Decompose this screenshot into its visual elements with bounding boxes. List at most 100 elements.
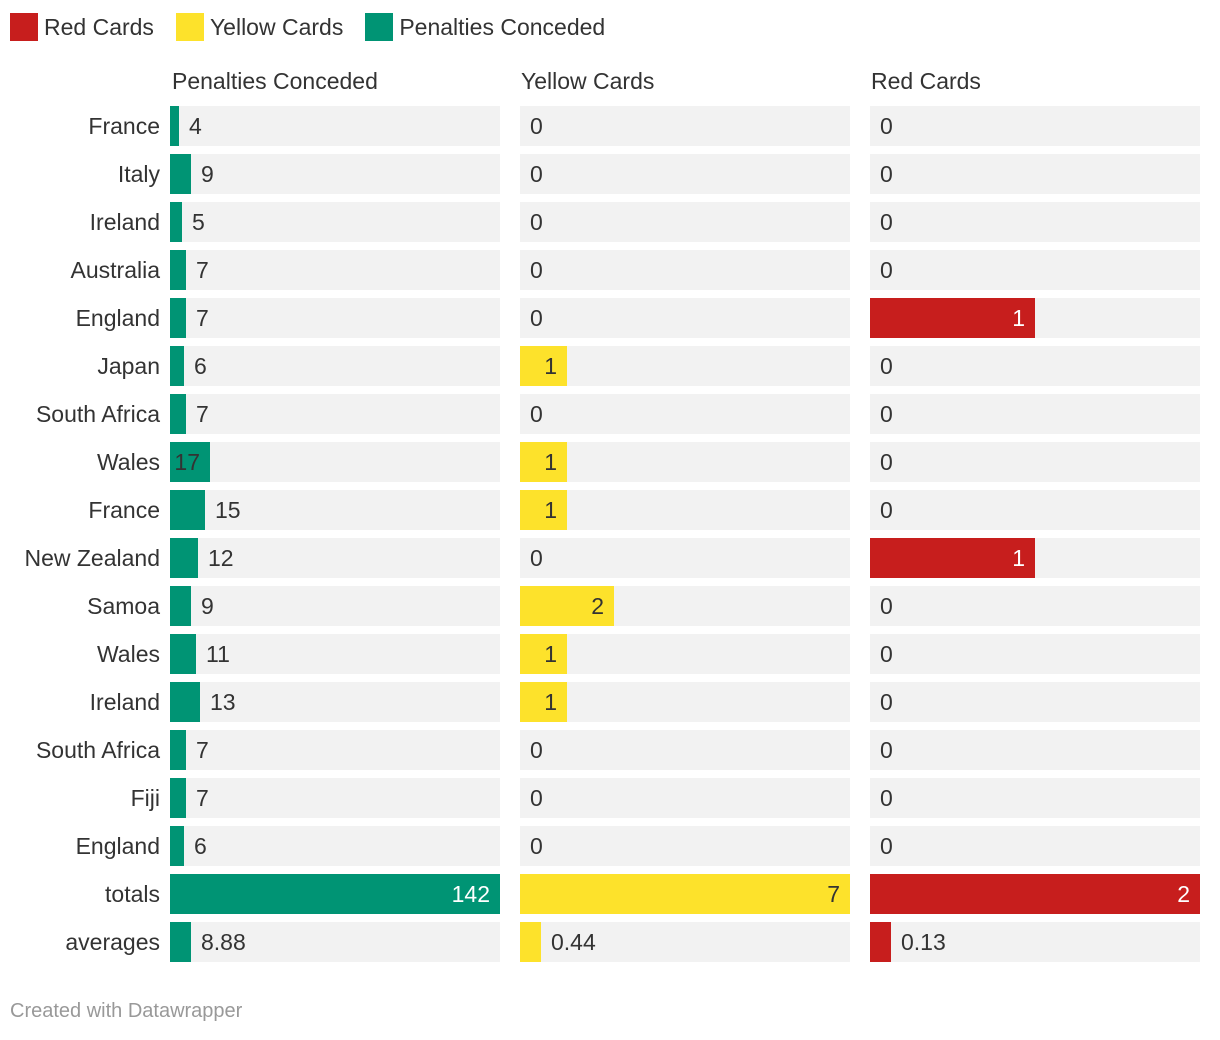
bar-cell: 1 [870,538,1200,578]
bar [520,442,567,482]
bar [870,922,891,962]
bar-cell: 0 [870,634,1200,674]
row-label: South Africa [35,401,160,427]
value-label: 12 [208,545,234,571]
bar-cell: 0 [870,154,1200,194]
value-label: 11 [206,641,230,667]
bar-cell: 15 [170,490,500,530]
bar-cell: 142 [170,874,500,914]
value-label: 1 [544,641,557,667]
value-label: 0 [530,113,543,139]
bar-cell: 0.13 [870,922,1200,962]
value-label: 0 [880,353,893,379]
bar-cell: 0 [870,490,1200,530]
value-label: 17 [174,449,200,475]
bar-cell: 9 [170,154,500,194]
legend: Red Cards Yellow Cards Penalties Concede… [10,12,627,42]
bar-cell: 1 [520,682,850,722]
value-label: 0 [530,257,543,283]
column-header-penalties: Penalties Conceded [172,68,378,94]
bar-cell: 0 [520,730,850,770]
bar-cell: 6 [170,826,500,866]
value-label: 0 [880,689,893,715]
value-label: 9 [201,161,214,187]
bar [520,634,567,674]
bar-cell: 0 [870,106,1200,146]
bar-cell: 0 [520,538,850,578]
value-label: 0 [530,209,543,235]
bar-cell: 0 [520,778,850,818]
bar-cell: 0 [870,346,1200,386]
bar [870,538,1035,578]
value-label: 0 [530,305,543,331]
row-label: averages [65,929,160,955]
value-label: 0 [530,401,543,427]
row-label: Ireland [89,689,160,715]
legend-label: Red Cards [44,13,154,40]
bar [520,346,567,386]
value-label: 0 [530,737,543,763]
bar-cell: 0 [870,682,1200,722]
bar-cell: 5 [170,202,500,242]
legend-swatch-red [10,13,38,41]
bar [170,346,184,386]
bar-cell: 17 [170,442,500,482]
value-label: 0 [530,545,543,571]
legend-item-penalties: Penalties Conceded [365,13,605,41]
bar-cell: 0 [870,202,1200,242]
row-label: Japan [97,353,160,379]
bar [170,922,191,962]
footer-credit: Created with Datawrapper [10,1000,243,1022]
legend-item-yellow-cards: Yellow Cards [175,13,344,41]
value-label: 1 [544,353,557,379]
bar [170,682,200,722]
bar [170,778,186,818]
bar-cell: 7 [170,778,500,818]
bar-cell: 1 [520,634,850,674]
row-label: Ireland [89,209,160,235]
bar-cell: 0 [870,586,1200,626]
bar-cell: 0 [870,250,1200,290]
row-label: England [75,833,160,859]
value-label: 0 [880,113,893,139]
legend-swatch-green [365,13,394,41]
bar-cell: 0 [870,730,1200,770]
bar-cell: 7 [520,874,850,914]
bar-cell: 13 [170,682,500,722]
value-label: 2 [591,593,604,619]
legend-swatch-yellow [175,13,204,41]
bar-cell: 1 [520,442,850,482]
bar [170,826,184,866]
value-label: 1 [1012,305,1025,331]
bar [170,730,186,770]
bar [170,298,186,338]
value-label: 0.44 [551,929,596,955]
value-label: 7 [827,881,840,907]
column-header-yellow-cards: Yellow Cards [521,68,655,94]
bar [170,586,191,626]
row-label: England [75,305,160,331]
bar [170,538,198,578]
column-header-red-cards: Red Cards [871,68,981,94]
row-label: New Zealand [24,545,160,571]
value-label: 7 [196,785,209,811]
bar-cell: 8.88 [170,922,500,962]
legend-label: Yellow Cards [209,13,344,40]
legend-label: Penalties Conceded [399,13,606,40]
value-label: 0 [880,257,893,283]
bar-cell: 0 [870,394,1200,434]
bar-cell: 2 [520,586,850,626]
bar [520,682,567,722]
value-label: 13 [210,689,236,715]
value-label: 0 [530,833,543,859]
bar-cell: 9 [170,586,500,626]
value-label: 0 [880,593,893,619]
value-label: 0 [880,209,893,235]
value-label: 15 [215,497,241,523]
row-label: totals [105,881,160,907]
value-label: 0.13 [901,929,946,955]
row-label: Wales [96,449,160,475]
bar-cell: 0 [520,106,850,146]
value-label: 0 [880,449,893,475]
value-label: 6 [194,833,207,859]
